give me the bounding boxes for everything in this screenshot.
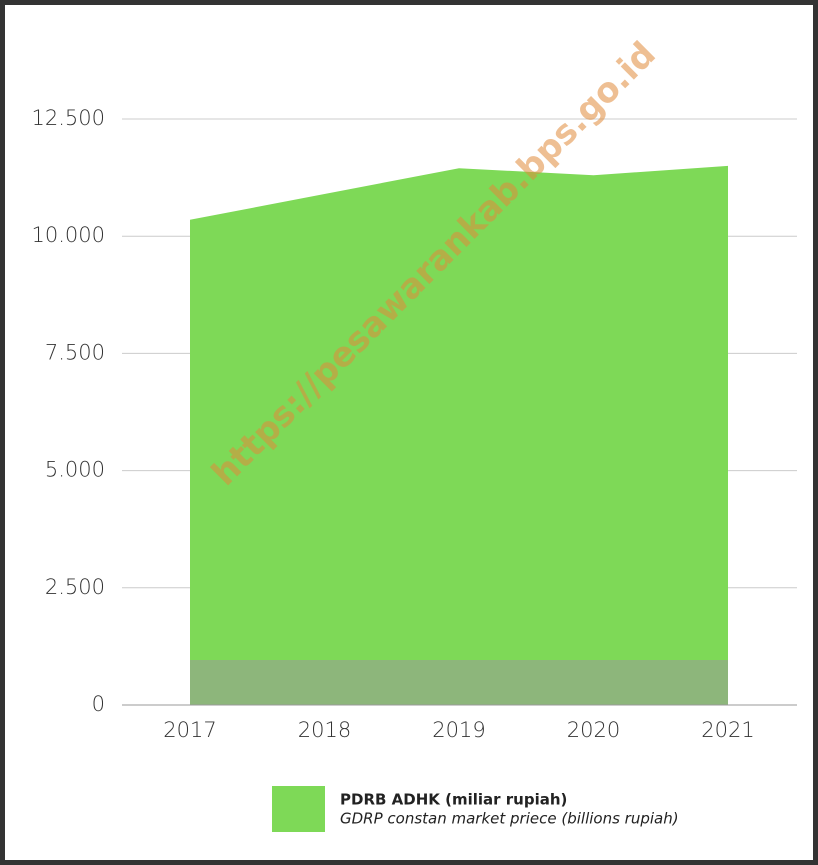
- skyline: [190, 660, 728, 705]
- y-tick-label: 2.500: [45, 575, 105, 599]
- y-tick-label: 10.000: [32, 223, 105, 247]
- x-tick-label: 2020: [567, 718, 620, 742]
- area: [190, 165, 728, 705]
- x-tick-label: 2019: [432, 718, 485, 742]
- y-tick-label: 7.500: [45, 340, 105, 364]
- x-tick-label: 2017: [163, 718, 216, 742]
- legend-label: PDRB ADHK (miliar rupiah): [340, 791, 567, 809]
- x-tick-label: 2021: [701, 718, 754, 742]
- chart: 0 2.500 5.000 7.500 10.000 12.500 2017 2018 2019…: [32, 34, 797, 832]
- x-tick-label: 2018: [298, 718, 351, 742]
- legend-swatch: [272, 786, 325, 832]
- y-tick-label: 12.500: [32, 106, 105, 130]
- y-tick-label: 0: [92, 692, 105, 716]
- y-tick-label: 5.000: [45, 458, 105, 482]
- legend-subtitle: GDRP constan market priece (billions rup…: [340, 810, 679, 828]
